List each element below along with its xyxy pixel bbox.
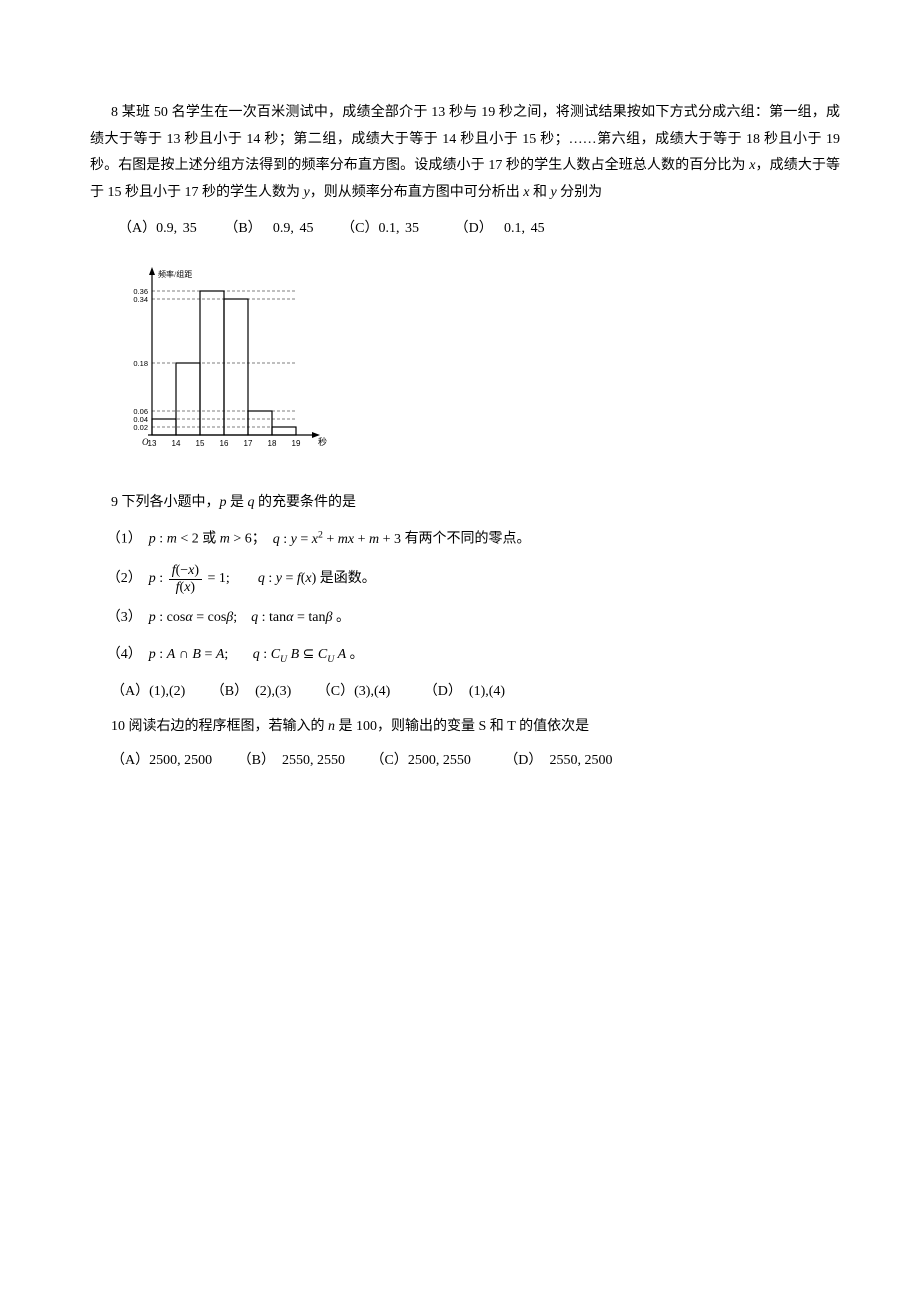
q9-optD-label: （D） [424, 684, 462, 699]
q9-optC-label: （C） [317, 684, 354, 699]
q9-s3-label: （3） [107, 610, 142, 625]
q8-optB: 0.9, 45 [273, 221, 314, 236]
q8-histogram: O频率/组距秒0.020.040.060.180.340.36131415161… [112, 263, 336, 453]
q10-stem: 10 阅读右边的程序框图，若输入的 n 是 100，则输出的变量 S 和 T 的… [90, 714, 840, 741]
q10-stem-b: 是 100，则输出的变量 S 和 T 的值依次是 [335, 719, 589, 734]
q8-stem: 8 某班 50 名学生在一次百米测试中，成绩全部介于 13 秒与 19 秒之间，… [90, 100, 840, 206]
q9-optB-label: （B） [211, 684, 248, 699]
svg-text:18: 18 [268, 439, 277, 448]
svg-text:15: 15 [196, 439, 205, 448]
q9-stem-a: 9 下列各小题中， [111, 495, 220, 510]
q8-optB-label: （B） [224, 221, 261, 236]
q9-s1-label: （1） [107, 532, 142, 547]
svg-text:16: 16 [220, 439, 229, 448]
q10-optB: 2550, 2550 [282, 753, 345, 768]
q9-stem: 9 下列各小题中，p 是 q 的充要条件的是 [90, 490, 840, 517]
q9-sub1: （1） p : m < 2 或 m > 6； q : y = x2 + mx +… [90, 526, 840, 553]
q8-text-c: ，则从频率分布直方图中可分析出 [310, 185, 524, 200]
q9-sub2: （2） p : f(−x)f(x) = 1; q : y = f(x) 是函数。 [90, 563, 840, 595]
svg-text:0.02: 0.02 [133, 423, 148, 432]
q9-optB: (2),(3) [255, 684, 291, 699]
svg-text:0.06: 0.06 [133, 407, 148, 416]
svg-text:0.18: 0.18 [133, 359, 148, 368]
q9-optA: (1),(2) [149, 684, 185, 699]
q8-optA-label: （A） [118, 221, 156, 236]
q10-options: （A）2500, 2500 （B） 2550, 2550 （C）2500, 25… [90, 748, 840, 775]
q10-optA-label: （A） [111, 753, 149, 768]
q10-optD: 2550, 2500 [549, 753, 612, 768]
svg-text:秒: 秒 [318, 436, 327, 447]
svg-text:0.34: 0.34 [133, 295, 148, 304]
svg-text:17: 17 [244, 439, 253, 448]
q9-s2-label: （2） [107, 572, 142, 587]
q9-s4-label: （4） [107, 647, 142, 662]
q9-stem-c: 的充要条件的是 [255, 495, 357, 510]
q10-optC: 2500, 2550 [408, 753, 471, 768]
q9-stem-b: 是 [227, 495, 248, 510]
svg-text:0.04: 0.04 [133, 415, 148, 424]
q8-optA: 0.9, 35 [156, 221, 197, 236]
svg-text:19: 19 [292, 439, 301, 448]
q9-sub3: （3） p : cosα = cosβ; q : tanα = tanβ 。 [90, 605, 840, 632]
q10-stem-a: 10 阅读右边的程序框图，若输入的 [111, 719, 328, 734]
q8-text-d: 和 [529, 185, 550, 200]
q8-optC: 0.1, 35 [378, 221, 419, 236]
q9-sub4: （4） p : A ∩ B = A; q : CU B ⊆ CU A 。 [90, 642, 840, 669]
q10-optA: 2500, 2500 [149, 753, 212, 768]
svg-text:0.36: 0.36 [133, 287, 148, 296]
q8-options: （A）0.9, 35 （B） 0.9, 45 （C）0.1, 35 （D） 0.… [90, 216, 840, 243]
q10-optC-label: （C） [370, 753, 407, 768]
q9-options: （A）(1),(2) （B） (2),(3) （C）(3),(4) （D） (1… [90, 679, 840, 706]
svg-text:频率/组距: 频率/组距 [158, 269, 192, 279]
svg-text:13: 13 [148, 439, 157, 448]
q9-optD: (1),(4) [469, 684, 505, 699]
q9-optC: (3),(4) [354, 684, 390, 699]
q8-optD-label: （D） [455, 221, 493, 236]
svg-text:14: 14 [172, 439, 181, 448]
q8-optD: 0.1, 45 [504, 221, 545, 236]
q8-text-e: 分别为 [557, 185, 603, 200]
q9-optA-label: （A） [111, 684, 149, 699]
q10-optB-label: （B） [238, 753, 275, 768]
q10-optD-label: （D） [504, 753, 542, 768]
q8-optC-label: （C） [341, 221, 378, 236]
q8-text-a: 8 某班 50 名学生在一次百米测试中，成绩全部介于 13 秒与 19 秒之间，… [90, 105, 840, 173]
